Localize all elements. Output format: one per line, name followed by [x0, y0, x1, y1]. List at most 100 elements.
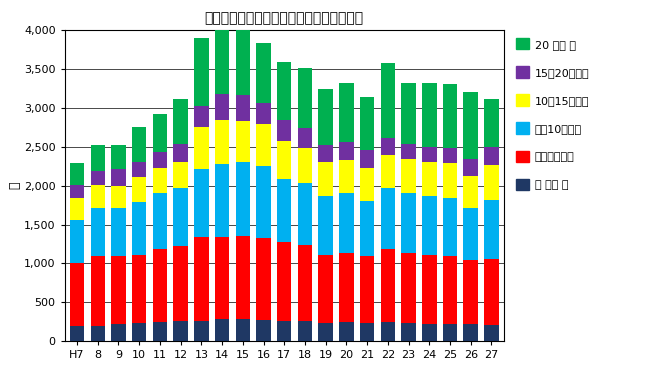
Bar: [173, 188, 188, 246]
Bar: [277, 179, 291, 242]
Bar: [463, 208, 478, 260]
Bar: [443, 163, 457, 198]
Bar: [215, 237, 229, 319]
Bar: [484, 259, 499, 325]
Bar: [236, 121, 250, 161]
Bar: [256, 124, 271, 166]
Bar: [484, 99, 499, 147]
Bar: [152, 249, 167, 322]
Bar: [173, 99, 188, 144]
Title: 同居期間別離婚件数の年次推移（熊本県）: 同居期間別離婚件数の年次推移（熊本県）: [205, 11, 364, 25]
Bar: [90, 257, 105, 326]
Bar: [463, 92, 478, 159]
Bar: [152, 152, 167, 168]
Bar: [380, 138, 395, 155]
Bar: [339, 160, 353, 193]
Y-axis label: 件: 件: [8, 182, 21, 190]
Bar: [422, 162, 437, 196]
Bar: [70, 163, 84, 185]
Bar: [298, 321, 312, 341]
Bar: [132, 255, 147, 323]
Bar: [484, 325, 499, 341]
Bar: [236, 95, 250, 121]
Bar: [339, 252, 353, 323]
Bar: [443, 257, 457, 324]
Bar: [339, 193, 353, 252]
Bar: [173, 144, 188, 162]
Bar: [152, 114, 167, 152]
Bar: [380, 63, 395, 138]
Bar: [70, 185, 84, 198]
Bar: [90, 171, 105, 185]
Bar: [215, 30, 229, 94]
Bar: [90, 185, 105, 208]
Bar: [339, 323, 353, 341]
Bar: [401, 323, 416, 341]
Bar: [277, 242, 291, 321]
Bar: [194, 106, 209, 127]
Bar: [422, 196, 437, 255]
Bar: [277, 141, 291, 179]
Bar: [236, 236, 250, 319]
Bar: [401, 83, 416, 144]
Bar: [360, 168, 375, 201]
Legend: 20 年以 上, 15～20年未満, 10～15年未満, ５～10年未満, １～５年未満, １ 年未 満: 20 年以 上, 15～20年未満, 10～15年未満, ５～10年未満, １～…: [514, 36, 592, 192]
Bar: [111, 186, 126, 208]
Bar: [298, 245, 312, 321]
Bar: [298, 128, 312, 149]
Bar: [194, 127, 209, 169]
Bar: [318, 196, 333, 255]
Bar: [194, 321, 209, 341]
Bar: [90, 208, 105, 257]
Bar: [256, 320, 271, 341]
Bar: [422, 324, 437, 341]
Bar: [463, 324, 478, 341]
Bar: [401, 253, 416, 323]
Bar: [70, 198, 84, 220]
Bar: [484, 165, 499, 200]
Bar: [380, 323, 395, 341]
Bar: [401, 193, 416, 253]
Bar: [132, 323, 147, 341]
Bar: [360, 257, 375, 323]
Bar: [194, 237, 209, 321]
Bar: [236, 22, 250, 95]
Bar: [111, 208, 126, 257]
Bar: [443, 148, 457, 163]
Bar: [70, 326, 84, 341]
Bar: [318, 145, 333, 162]
Bar: [111, 169, 126, 186]
Bar: [298, 67, 312, 128]
Bar: [70, 220, 84, 263]
Bar: [277, 62, 291, 121]
Bar: [152, 322, 167, 341]
Bar: [360, 97, 375, 150]
Bar: [318, 323, 333, 341]
Bar: [443, 84, 457, 148]
Bar: [277, 121, 291, 141]
Bar: [422, 147, 437, 162]
Bar: [90, 144, 105, 171]
Bar: [215, 319, 229, 341]
Bar: [380, 188, 395, 249]
Bar: [360, 201, 375, 257]
Bar: [173, 162, 188, 188]
Bar: [215, 121, 229, 164]
Bar: [318, 162, 333, 196]
Bar: [173, 246, 188, 321]
Bar: [70, 263, 84, 326]
Bar: [484, 147, 499, 165]
Bar: [277, 321, 291, 341]
Bar: [339, 83, 353, 142]
Bar: [401, 144, 416, 159]
Bar: [256, 43, 271, 103]
Bar: [422, 83, 437, 147]
Bar: [111, 324, 126, 341]
Bar: [484, 200, 499, 259]
Bar: [111, 257, 126, 324]
Bar: [256, 238, 271, 320]
Bar: [215, 164, 229, 237]
Bar: [132, 161, 147, 177]
Bar: [90, 326, 105, 341]
Bar: [360, 323, 375, 341]
